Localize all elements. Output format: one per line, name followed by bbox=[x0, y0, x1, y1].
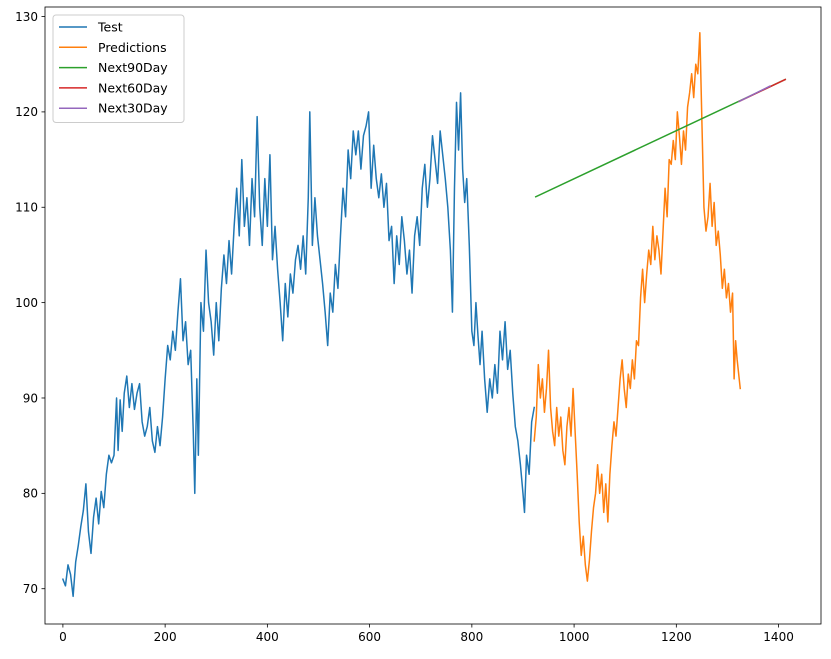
y-tick-label: 120 bbox=[15, 105, 38, 119]
series-line-next30day bbox=[738, 85, 771, 103]
x-tick-label: 800 bbox=[460, 630, 483, 644]
legend-label-next30day: Next30Day bbox=[98, 101, 168, 116]
y-axis: 70 80 90 100 110 120 130 bbox=[15, 10, 45, 596]
y-tick-label: 70 bbox=[23, 582, 38, 596]
y-tick-label: 110 bbox=[15, 201, 38, 215]
plot-frame bbox=[44, 6, 822, 625]
legend-label-predictions: Predictions bbox=[98, 40, 167, 55]
x-tick-label: 0 bbox=[59, 630, 67, 644]
x-tick-label: 1400 bbox=[763, 630, 794, 644]
legend-label-test: Test bbox=[97, 20, 123, 35]
y-tick-label: 90 bbox=[23, 391, 38, 405]
legend: Test Predictions Next90Day Next60Day Next30D… bbox=[52, 14, 185, 123]
x-tick-label: 1000 bbox=[559, 630, 590, 644]
x-axis: 0 200 400 600 800 1000 1200 1400 bbox=[59, 624, 794, 644]
series-line-predictions bbox=[533, 32, 742, 582]
y-tick-label: 100 bbox=[15, 296, 38, 310]
x-tick-label: 600 bbox=[358, 630, 381, 644]
legend-label-next60day: Next60Day bbox=[98, 80, 168, 95]
legend-label-next90day: Next90Day bbox=[98, 60, 168, 75]
series-layer bbox=[61, 32, 787, 598]
x-tick-label: 1200 bbox=[661, 630, 692, 644]
series-line-test bbox=[61, 92, 536, 598]
y-tick-label: 80 bbox=[23, 487, 38, 501]
legend-box bbox=[52, 14, 185, 123]
y-tick-label: 130 bbox=[15, 10, 38, 24]
x-tick-label: 400 bbox=[256, 630, 279, 644]
x-tick-label: 200 bbox=[154, 630, 177, 644]
